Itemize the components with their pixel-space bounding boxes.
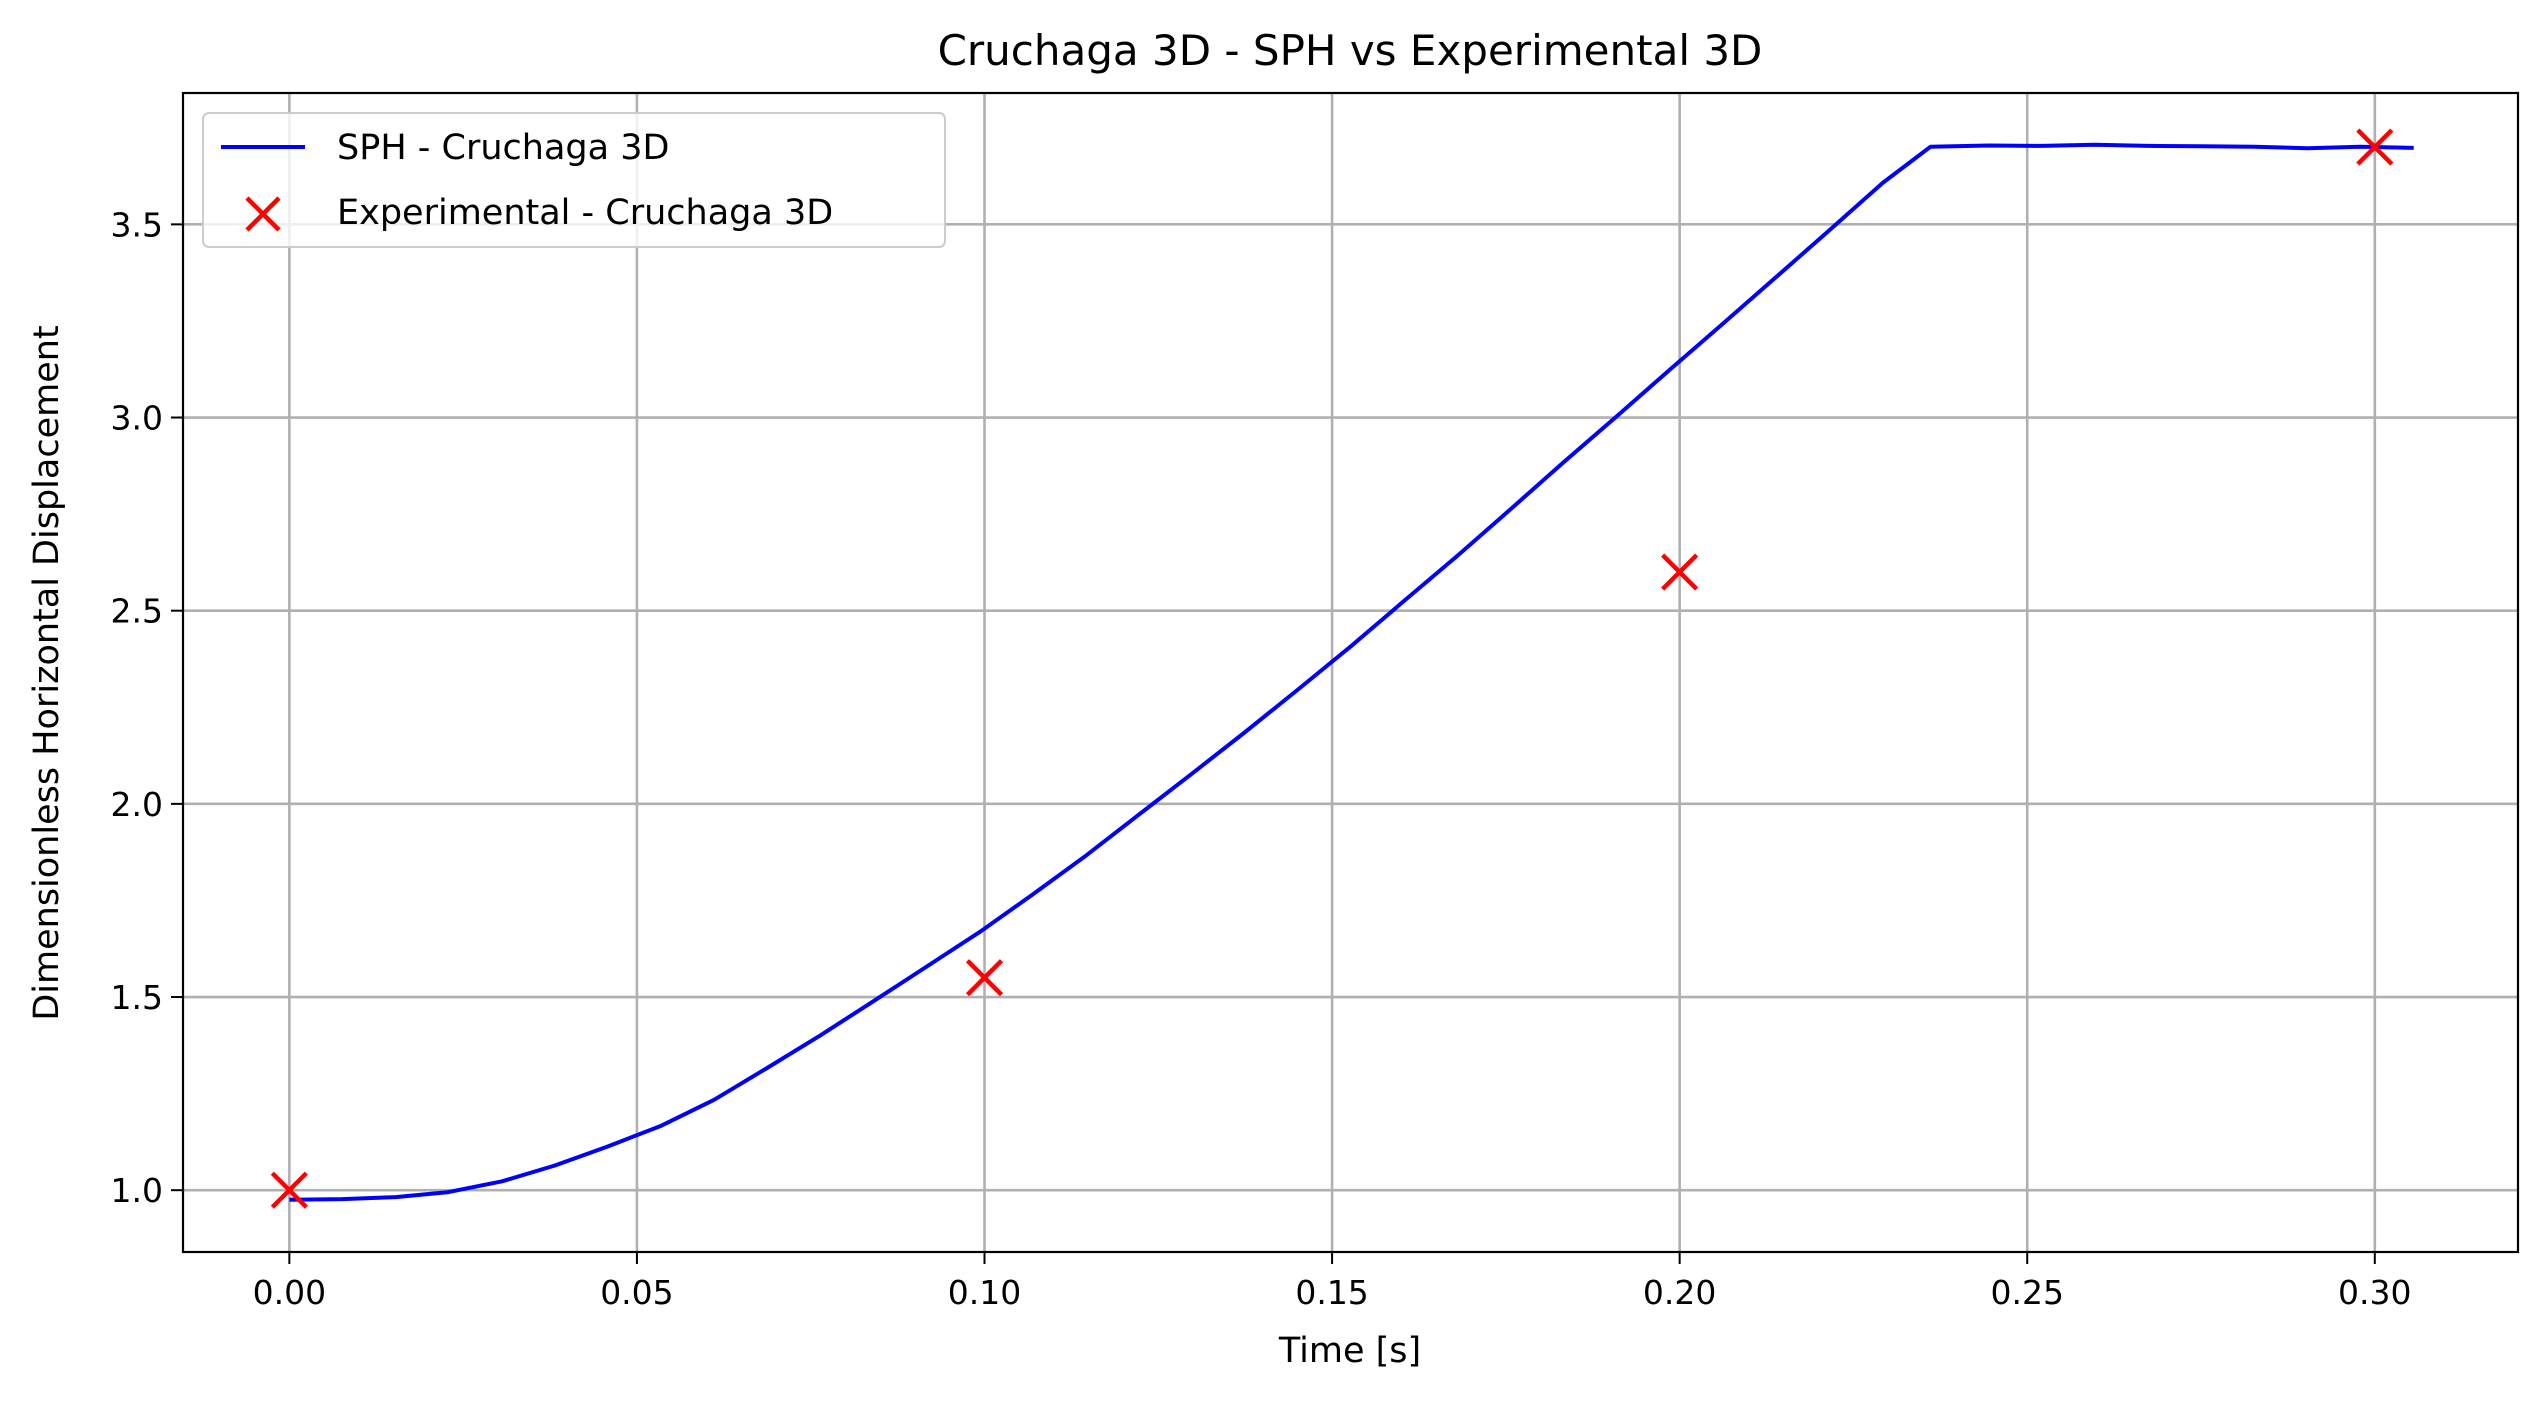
legend-label-sph: SPH - Cruchaga 3D bbox=[337, 128, 669, 168]
experimental-point-marker bbox=[965, 959, 1004, 997]
tick-layer: 0.00 0.05 0.10 0.15 0.20 0.25 0.30 1.0 1.5 2.0 2.5… bbox=[111, 205, 2412, 1312]
plot-frame bbox=[181, 91, 2520, 1254]
y-tick-label: 2.5 bbox=[111, 592, 163, 631]
x-tick-label: 0.20 bbox=[1643, 1273, 1716, 1312]
y-tick-label: 1.5 bbox=[111, 978, 163, 1017]
chart-title: Cruchaga 3D - SPH vs Experimental 3D bbox=[938, 26, 1763, 75]
x-tick-label: 0.05 bbox=[600, 1273, 673, 1312]
experimental-point-marker bbox=[2356, 128, 2394, 166]
legend: SPH - Cruchaga 3D Experimental - Cruchag… bbox=[202, 112, 946, 248]
legend-swatch-experimental-marker bbox=[245, 196, 281, 232]
sph-series-line bbox=[289, 142, 2414, 1202]
y-tick-label: 1.0 bbox=[111, 1171, 163, 1210]
x-tick-label: 0.10 bbox=[948, 1273, 1021, 1312]
marker-stroke bbox=[965, 959, 1004, 997]
legend-label-experimental: Experimental - Cruchaga 3D bbox=[337, 193, 833, 233]
marker-stroke bbox=[2356, 128, 2394, 166]
y-axis-label: Dimensionless Horizontal Displacement bbox=[27, 325, 67, 1020]
x-axis-label: Time [s] bbox=[1278, 1331, 1421, 1371]
y-tick-label: 3.0 bbox=[111, 399, 163, 438]
x-tick-label: 0.30 bbox=[2338, 1273, 2411, 1312]
marker-stroke bbox=[1661, 553, 1699, 591]
experimental-point-marker bbox=[1661, 553, 1699, 591]
experimental-point-marker bbox=[270, 1171, 308, 1209]
legend-box bbox=[202, 112, 946, 248]
x-tick-label: 0.00 bbox=[253, 1273, 326, 1312]
y-tick-label: 3.5 bbox=[111, 205, 163, 244]
x-tick-label: 0.25 bbox=[1990, 1273, 2063, 1312]
x-tick-label: 0.15 bbox=[1295, 1273, 1368, 1312]
marker-stroke bbox=[270, 1171, 308, 1209]
y-tick-label: 2.0 bbox=[111, 785, 163, 824]
series-layer bbox=[270, 128, 2414, 1209]
grid-layer bbox=[183, 93, 2518, 1252]
